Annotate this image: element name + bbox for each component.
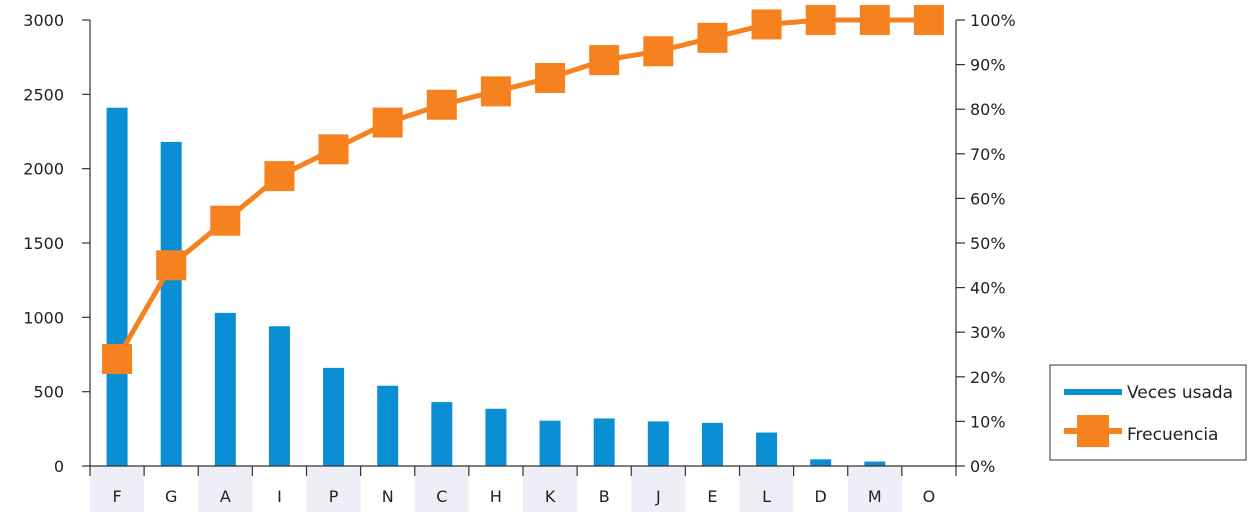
right-tick-label: 80% — [970, 100, 1006, 119]
bar — [431, 402, 453, 466]
line-series — [102, 5, 944, 374]
right-tick-label: 90% — [970, 56, 1006, 75]
right-tick-label: 100% — [970, 11, 1016, 30]
left-tick-label: 500 — [33, 383, 64, 402]
category-label: I — [277, 487, 282, 506]
frequency-marker — [480, 76, 511, 107]
category-label: N — [382, 487, 394, 506]
bar — [268, 326, 290, 466]
bar — [810, 459, 832, 466]
tick-labels: 0 500 1000 1500 2000 2500 3000 0% 10% 20% 30% 40% 50… — [23, 11, 1015, 506]
legend-bar-swatch — [1064, 389, 1122, 395]
frequency-marker — [535, 62, 566, 93]
bar — [323, 367, 345, 466]
category-label: A — [220, 487, 231, 506]
left-tick-label: 2500 — [23, 85, 64, 104]
right-tick-label: 10% — [970, 412, 1006, 431]
category-band — [306, 466, 361, 512]
left-tick-label: 0 — [54, 457, 64, 476]
legend-label-bars: Veces usada — [1127, 383, 1233, 403]
right-tick-label: 60% — [970, 189, 1006, 208]
frequency-marker — [913, 5, 944, 35]
legend-marker-swatch — [1077, 415, 1109, 447]
category-label: E — [707, 487, 717, 506]
right-tick-label: 70% — [970, 145, 1006, 164]
category-label: D — [815, 487, 827, 506]
left-tick-label: 2000 — [23, 160, 64, 179]
left-tick-label: 3000 — [23, 11, 64, 30]
frequency-marker — [697, 22, 728, 53]
category-band — [631, 466, 686, 512]
category-label: C — [436, 487, 447, 506]
category-label: F — [112, 487, 121, 506]
right-tick-label: 50% — [970, 234, 1006, 253]
category-label: H — [490, 487, 502, 506]
bar — [647, 421, 669, 466]
frequency-marker — [805, 5, 836, 35]
category-band — [739, 466, 794, 512]
left-tick-label: 1500 — [23, 234, 64, 253]
bar — [593, 418, 615, 466]
right-tick-label: 0% — [970, 457, 995, 476]
frequency-marker — [102, 343, 133, 374]
category-label: O — [923, 487, 936, 506]
bar — [214, 312, 236, 466]
category-band — [414, 466, 469, 512]
bar — [160, 141, 182, 466]
frequency-marker — [210, 205, 241, 236]
category-band — [847, 466, 902, 512]
frequency-marker — [156, 250, 187, 281]
bar — [756, 432, 778, 466]
frequency-marker — [859, 5, 890, 35]
bar — [539, 420, 561, 466]
bar — [864, 461, 886, 466]
category-label: G — [165, 487, 177, 506]
axes — [82, 19, 965, 476]
category-label: P — [329, 487, 339, 506]
frequency-marker — [589, 45, 620, 76]
category-band — [198, 466, 253, 512]
category-label: M — [868, 487, 882, 506]
frequency-marker — [643, 36, 674, 67]
category-label: J — [655, 487, 661, 506]
left-tick-label: 1000 — [23, 308, 64, 327]
right-tick-label: 30% — [970, 323, 1006, 342]
category-label: L — [762, 487, 771, 506]
category-band — [90, 466, 145, 512]
category-label: B — [599, 487, 610, 506]
frequency-marker — [751, 9, 782, 40]
bar-series — [106, 107, 886, 467]
legend-label-line: Frecuencia — [1127, 425, 1218, 445]
bar — [106, 107, 128, 467]
frequency-line — [114, 17, 929, 361]
bar — [377, 385, 399, 466]
legend: Veces usada Frecuencia — [1049, 364, 1247, 461]
frequency-marker — [426, 89, 457, 120]
right-tick-label: 20% — [970, 368, 1006, 387]
right-tick-label: 40% — [970, 279, 1006, 298]
category-label: K — [545, 487, 556, 506]
category-shading — [90, 466, 902, 512]
frequency-marker — [372, 107, 403, 138]
bar — [701, 422, 723, 466]
category-band — [523, 466, 578, 512]
frequency-marker — [264, 161, 295, 192]
bar — [485, 408, 507, 466]
frequency-marker — [318, 134, 349, 165]
